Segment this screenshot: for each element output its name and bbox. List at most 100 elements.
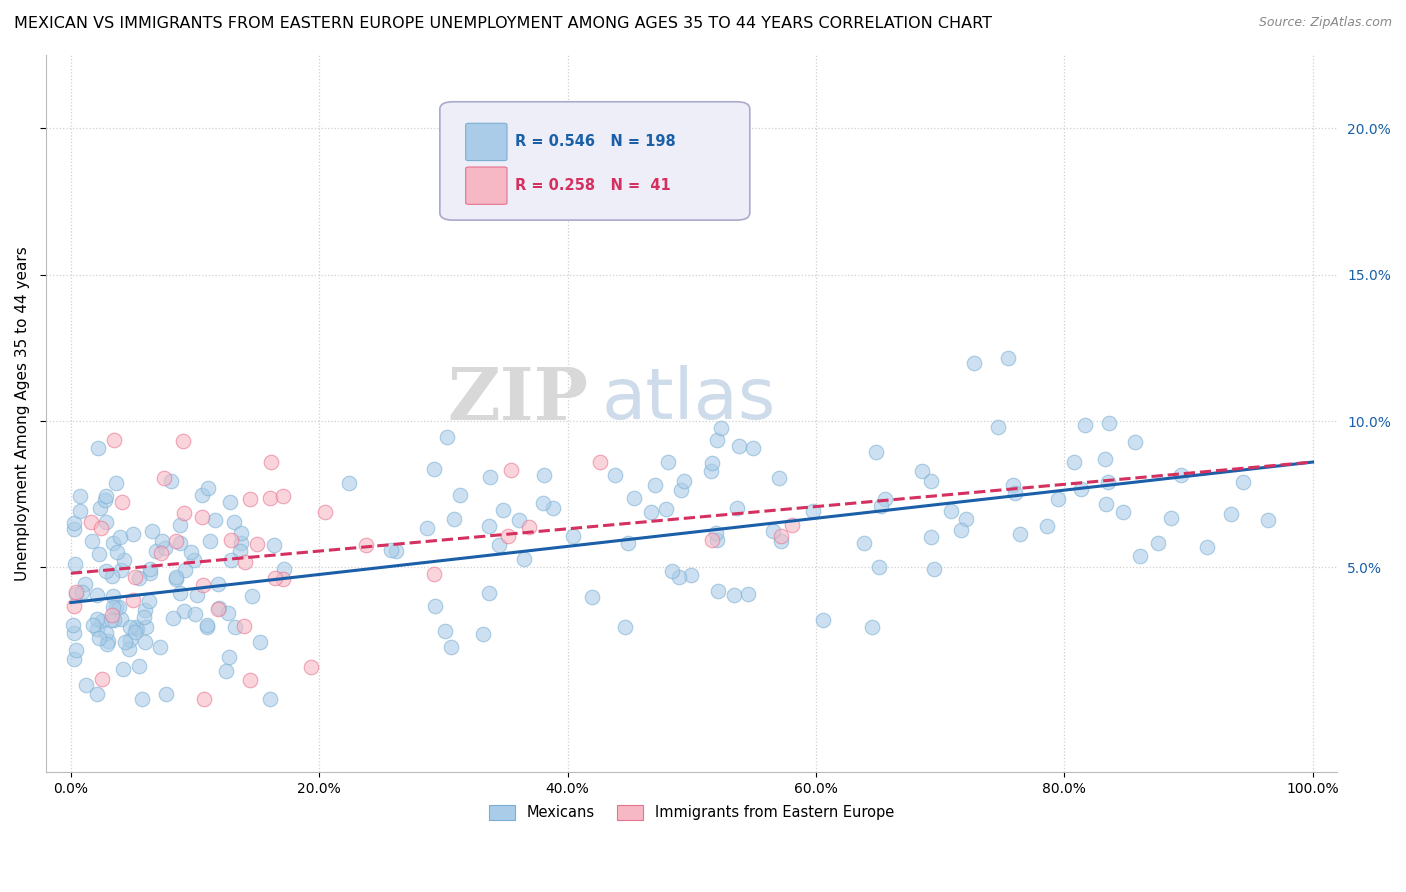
Point bbox=[191, 510, 214, 524]
Point bbox=[477, 586, 499, 600]
Point bbox=[114, 634, 136, 648]
Point bbox=[782, 518, 804, 533]
Point bbox=[1170, 467, 1192, 482]
Point bbox=[1047, 492, 1070, 507]
Point bbox=[70, 585, 93, 599]
Point bbox=[561, 529, 583, 543]
Point bbox=[233, 555, 256, 569]
Point bbox=[65, 642, 87, 657]
Point bbox=[853, 536, 876, 550]
Point bbox=[91, 672, 114, 686]
Point bbox=[141, 524, 163, 538]
Point bbox=[193, 578, 215, 592]
Point bbox=[263, 539, 285, 553]
Point bbox=[1257, 513, 1279, 527]
Point bbox=[118, 642, 141, 657]
Point bbox=[229, 526, 252, 541]
Point bbox=[94, 492, 117, 507]
Point bbox=[997, 351, 1019, 366]
Point bbox=[173, 604, 195, 618]
Point bbox=[742, 441, 765, 455]
Point bbox=[860, 620, 883, 634]
Point bbox=[661, 564, 683, 578]
Point bbox=[603, 467, 626, 482]
Point bbox=[218, 495, 240, 509]
Point bbox=[700, 464, 723, 478]
Point bbox=[183, 607, 205, 621]
Point bbox=[89, 501, 111, 516]
Point bbox=[166, 533, 188, 548]
Point bbox=[155, 687, 177, 701]
Point bbox=[955, 512, 977, 526]
Point bbox=[149, 640, 172, 654]
Point bbox=[249, 634, 271, 648]
Point bbox=[172, 434, 194, 448]
Point bbox=[63, 558, 86, 572]
Point bbox=[152, 471, 174, 485]
Point bbox=[208, 601, 231, 615]
Point bbox=[769, 529, 792, 543]
Point bbox=[707, 583, 730, 598]
Point bbox=[118, 632, 141, 647]
Point bbox=[63, 626, 86, 640]
Point bbox=[589, 455, 612, 469]
Point bbox=[195, 618, 218, 632]
Point bbox=[82, 533, 104, 548]
Point bbox=[1146, 536, 1168, 550]
Point bbox=[215, 664, 238, 678]
Point bbox=[723, 588, 745, 602]
Point bbox=[134, 603, 156, 617]
Point bbox=[134, 610, 156, 624]
Point bbox=[150, 533, 173, 548]
Point bbox=[531, 496, 554, 510]
Point bbox=[100, 613, 122, 627]
Point bbox=[1074, 418, 1097, 433]
Point bbox=[217, 606, 239, 620]
Point bbox=[103, 434, 125, 448]
Point bbox=[654, 502, 676, 516]
Point bbox=[169, 536, 191, 550]
Point bbox=[337, 475, 360, 490]
Point bbox=[870, 499, 893, 513]
Point bbox=[229, 544, 252, 558]
Point bbox=[110, 612, 132, 626]
Point bbox=[138, 566, 160, 581]
Point bbox=[710, 421, 733, 435]
Point bbox=[197, 481, 219, 495]
Point bbox=[96, 564, 118, 578]
Point bbox=[96, 515, 118, 529]
Point bbox=[354, 538, 377, 552]
Point bbox=[436, 430, 458, 444]
Point bbox=[135, 620, 157, 634]
Text: R = 0.258   N =  41: R = 0.258 N = 41 bbox=[515, 178, 671, 194]
Point bbox=[1036, 518, 1059, 533]
Point bbox=[96, 626, 118, 640]
Point bbox=[94, 489, 117, 503]
Point bbox=[239, 491, 262, 506]
Point bbox=[492, 502, 515, 516]
Point bbox=[86, 622, 108, 636]
Point bbox=[920, 530, 942, 544]
Point bbox=[1129, 549, 1152, 563]
Point bbox=[75, 576, 97, 591]
Point bbox=[533, 468, 555, 483]
Point bbox=[101, 569, 124, 583]
Point bbox=[868, 559, 890, 574]
Point bbox=[139, 562, 162, 576]
Point bbox=[122, 527, 145, 541]
Point bbox=[62, 618, 84, 632]
Text: Source: ZipAtlas.com: Source: ZipAtlas.com bbox=[1258, 16, 1392, 29]
Point bbox=[110, 563, 132, 577]
Point bbox=[299, 660, 322, 674]
Point bbox=[101, 599, 124, 614]
Point bbox=[762, 524, 785, 538]
Point bbox=[737, 587, 759, 601]
Point bbox=[169, 518, 191, 533]
Point bbox=[924, 562, 946, 576]
Point bbox=[702, 456, 724, 470]
Point bbox=[669, 483, 692, 498]
Point bbox=[193, 692, 215, 706]
Point bbox=[120, 620, 142, 634]
Point bbox=[63, 652, 86, 666]
Point bbox=[668, 570, 690, 584]
